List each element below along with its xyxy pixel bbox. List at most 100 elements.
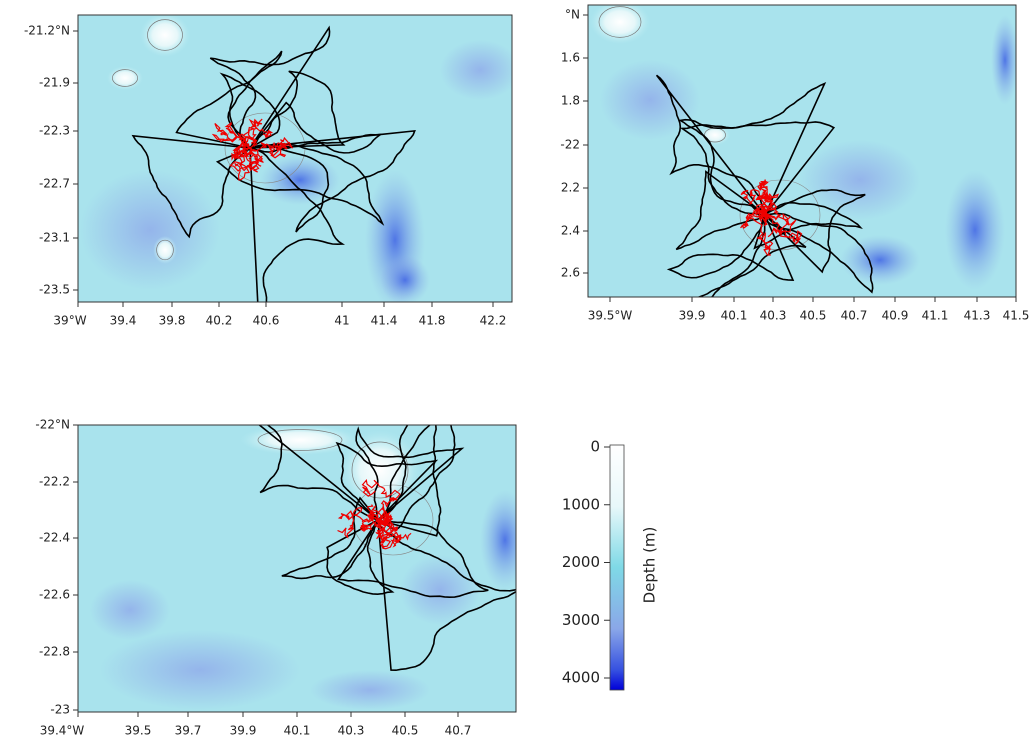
local-track [359, 504, 391, 532]
track [175, 50, 283, 149]
track [281, 496, 379, 580]
track [249, 129, 416, 233]
x-tick-label: 40.5 [800, 309, 827, 323]
x-tick-label: 40.3 [338, 724, 365, 738]
local-track [249, 136, 294, 159]
y-tick-label: -22.3 [39, 124, 70, 138]
x-tick-label: 40.7 [841, 309, 868, 323]
x-tick-label: 40.9 [882, 309, 909, 323]
depth-patch [80, 170, 220, 290]
seamount [140, 15, 190, 57]
x-tick-label: 40.1 [284, 724, 311, 738]
depth-patch [100, 630, 300, 710]
track [377, 425, 442, 537]
colorbar: Depth (m) 0 1000 2000 3000 4000 [562, 438, 659, 691]
x-tick-label: 42.2 [480, 314, 507, 328]
map-panel: -22°N -22.2 -22.4 -22.6 -22.8 -23 39.4°W 39.5 39… [35, 418, 517, 738]
x-tick-label: 40.2 [206, 314, 233, 328]
frame [587, 4, 1017, 298]
x-tick-label: 40.1 [721, 309, 748, 323]
y-tick-label: -22°N [35, 418, 70, 432]
track [655, 74, 766, 216]
seamount [590, 5, 650, 44]
local-track [238, 118, 273, 149]
map-area [588, 5, 1016, 297]
depth-patch [600, 60, 700, 140]
x-tick-label: 40.7 [445, 724, 472, 738]
track [679, 121, 836, 216]
y-tick-label: -22 [560, 138, 580, 152]
track [219, 72, 281, 149]
depth-patch [380, 255, 430, 302]
y-tick-label: 1.6 [561, 51, 580, 65]
local-track [745, 205, 783, 238]
x-tick-label: 41 [334, 314, 349, 328]
y-tick-label: -21.9 [39, 76, 70, 90]
colorbar-tick-label: 0 [590, 438, 600, 456]
depth-patch [800, 140, 920, 220]
x-tick-label: 41.3 [964, 309, 991, 323]
map-panel: °N 1.6 1.8 -22 2.2 2.4 2.6 39.5°W 39.9 40.1 40.3 40… [560, 4, 1030, 323]
track [749, 202, 874, 294]
map-area [78, 15, 512, 302]
contour [156, 239, 174, 261]
x-tick-label: 39°W [53, 314, 86, 328]
frame [77, 14, 513, 303]
track [335, 441, 439, 521]
colorbar-tick-label: 4000 [562, 669, 600, 687]
contour [147, 19, 183, 51]
track [215, 142, 385, 226]
depth-patch [991, 15, 1016, 105]
x-tick-label: 39.5 [125, 724, 152, 738]
colorbar-tick-label: 3000 [562, 611, 600, 629]
x-tick-label: 39.4 [110, 314, 137, 328]
y-tick-label: -23 [50, 703, 70, 717]
track [377, 425, 456, 532]
local-track [740, 189, 772, 219]
y-tick-label: -22.7 [39, 177, 70, 191]
depth-patch [480, 490, 516, 590]
depth-patch [400, 555, 480, 625]
local-track [374, 513, 400, 550]
local-track [756, 180, 780, 216]
x-tick-label: 39.9 [679, 309, 706, 323]
panels: -21.2°N -21.9 -22.3 -22.7 -23.1 -23.5 39°W 39.4… [24, 4, 1030, 738]
x-tick-label: 41.1 [922, 309, 949, 323]
track [678, 82, 827, 216]
colorbar-ramp [609, 444, 625, 691]
track [249, 101, 384, 154]
x-tick-label: 41.4 [371, 314, 398, 328]
depth-patch [840, 235, 920, 285]
y-tick-label: -23.5 [39, 283, 70, 297]
x-tick-label: 41.8 [419, 314, 446, 328]
y-tick-label: 2.4 [561, 224, 580, 238]
depth-patch [310, 670, 430, 710]
track [131, 134, 251, 239]
depth-patch [945, 170, 1005, 290]
track [697, 214, 807, 297]
local-track [764, 213, 803, 245]
contour [598, 6, 642, 38]
local-track [361, 478, 401, 521]
contour [112, 69, 138, 87]
map-area [78, 425, 516, 712]
y-tick-label: °N [565, 8, 580, 22]
ocean [588, 5, 1016, 297]
track [753, 201, 863, 250]
x-tick-label: 40.3 [760, 309, 787, 323]
y-tick-label: 1.8 [561, 94, 580, 108]
local-track [232, 144, 262, 173]
track [326, 519, 395, 595]
local-track [740, 213, 774, 256]
depth-patch [90, 580, 170, 640]
track [675, 170, 766, 251]
colorbar-tick-label: 2000 [562, 553, 600, 571]
track [666, 214, 795, 282]
track [764, 189, 866, 274]
x-tick-label: 40.5 [392, 724, 419, 738]
colorbar-label: Depth (m) [641, 527, 659, 604]
y-tick-label: -22.8 [39, 645, 70, 659]
x-tick-label: 41.5 [1003, 309, 1030, 323]
y-tick-label: -22.4 [39, 531, 70, 545]
